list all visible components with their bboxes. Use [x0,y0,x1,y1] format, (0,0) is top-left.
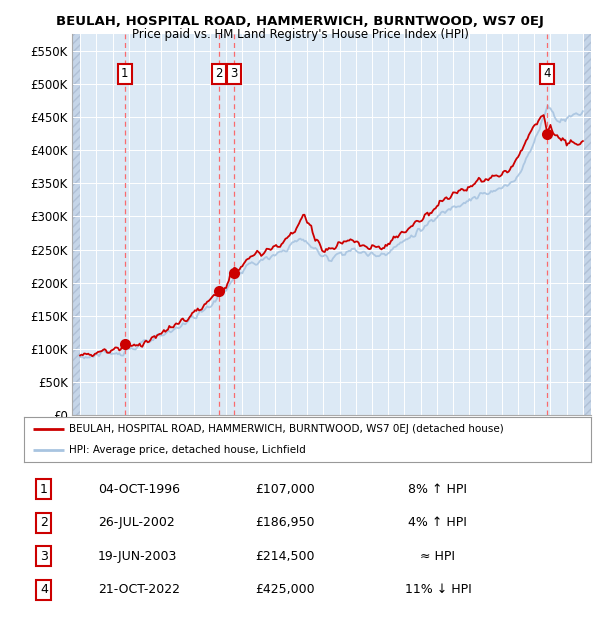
Text: BEULAH, HOSPITAL ROAD, HAMMERWICH, BURNTWOOD, WS7 0EJ: BEULAH, HOSPITAL ROAD, HAMMERWICH, BURNT… [56,16,544,29]
Text: £425,000: £425,000 [255,583,314,596]
Text: 2: 2 [40,516,48,529]
Text: 3: 3 [230,68,237,81]
Text: 1: 1 [40,483,48,496]
Text: BEULAH, HOSPITAL ROAD, HAMMERWICH, BURNTWOOD, WS7 0EJ (detached house): BEULAH, HOSPITAL ROAD, HAMMERWICH, BURNT… [70,424,504,435]
Text: £186,950: £186,950 [255,516,314,529]
Text: Price paid vs. HM Land Registry's House Price Index (HPI): Price paid vs. HM Land Registry's House … [131,28,469,41]
Text: 2: 2 [215,68,223,81]
Text: 3: 3 [40,550,48,562]
Text: £107,000: £107,000 [255,483,314,496]
Text: 11% ↓ HPI: 11% ↓ HPI [404,583,471,596]
Text: 26-JUL-2002: 26-JUL-2002 [98,516,175,529]
Text: HPI: Average price, detached house, Lichfield: HPI: Average price, detached house, Lich… [70,445,306,455]
Text: 4: 4 [40,583,48,596]
Text: 21-OCT-2022: 21-OCT-2022 [98,583,180,596]
Text: 4: 4 [544,68,551,81]
Text: 19-JUN-2003: 19-JUN-2003 [98,550,177,562]
Text: 04-OCT-1996: 04-OCT-1996 [98,483,180,496]
Text: 1: 1 [121,68,128,81]
Text: 4% ↑ HPI: 4% ↑ HPI [409,516,467,529]
Bar [72,34,80,415]
Text: £214,500: £214,500 [255,550,314,562]
Text: 8% ↑ HPI: 8% ↑ HPI [409,483,467,496]
Text: ≈ HPI: ≈ HPI [421,550,455,562]
Bar [583,34,591,415]
